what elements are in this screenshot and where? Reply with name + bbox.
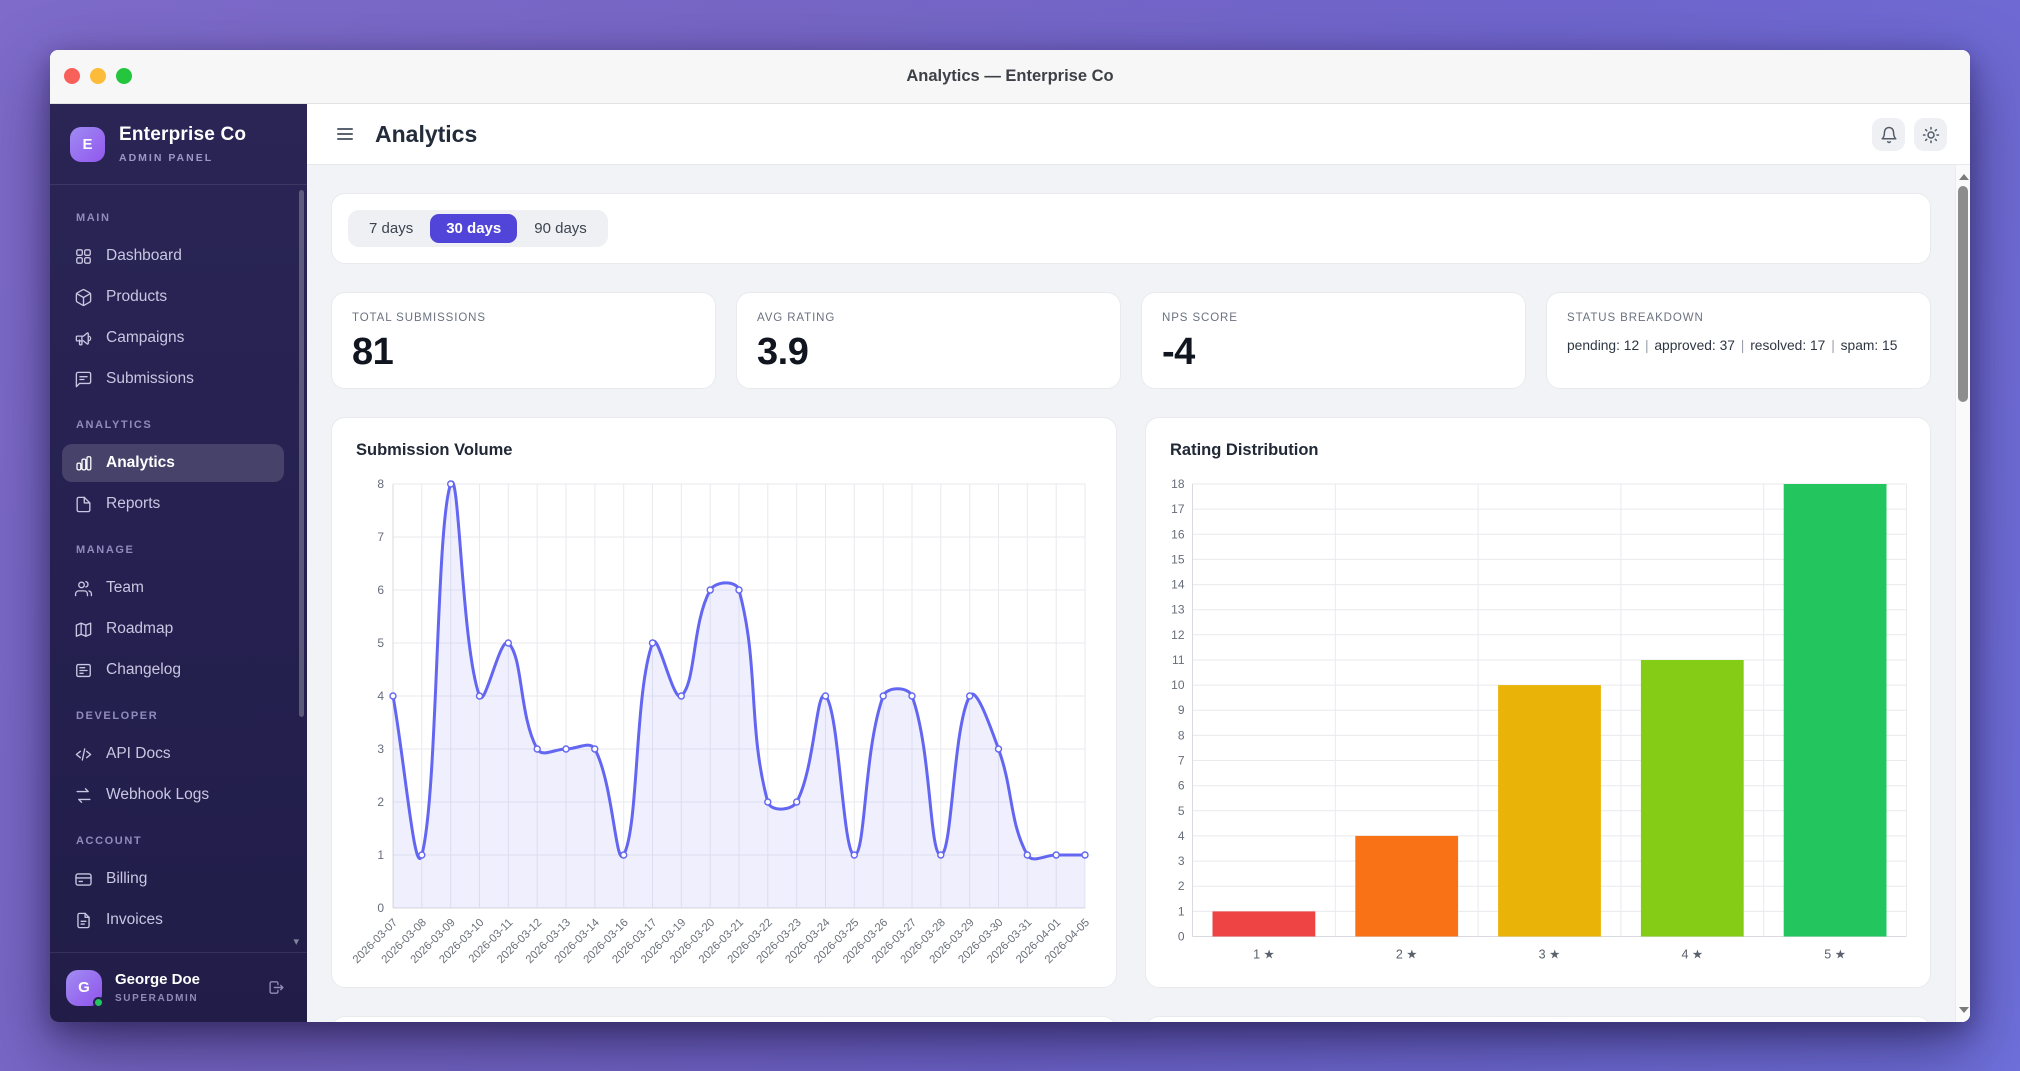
svg-text:10: 10 <box>1171 678 1185 692</box>
svg-text:1: 1 <box>377 848 384 862</box>
svg-text:8: 8 <box>377 477 384 491</box>
svg-text:5: 5 <box>1178 804 1185 818</box>
svg-text:3: 3 <box>377 742 384 756</box>
svg-text:4: 4 <box>1178 829 1185 843</box>
svg-text:5: 5 <box>377 636 384 650</box>
svg-text:2: 2 <box>377 795 384 809</box>
svg-text:3: 3 <box>1178 854 1185 868</box>
svg-text:4 ★: 4 ★ <box>1681 948 1703 962</box>
svg-text:14: 14 <box>1171 578 1185 592</box>
svg-text:12: 12 <box>1171 628 1185 642</box>
svg-text:16: 16 <box>1171 527 1185 541</box>
svg-text:1 ★: 1 ★ <box>1253 948 1275 962</box>
svg-text:0: 0 <box>377 901 384 915</box>
svg-text:15: 15 <box>1171 552 1185 566</box>
svg-text:13: 13 <box>1171 603 1185 617</box>
svg-text:6: 6 <box>377 583 384 597</box>
svg-text:7: 7 <box>377 530 384 544</box>
svg-text:1: 1 <box>1178 904 1185 918</box>
svg-text:0: 0 <box>1178 930 1185 944</box>
svg-text:9: 9 <box>1178 703 1185 717</box>
svg-text:8: 8 <box>1178 728 1185 742</box>
svg-text:11: 11 <box>1172 653 1185 667</box>
svg-text:18: 18 <box>1171 477 1185 491</box>
svg-text:4: 4 <box>377 689 384 703</box>
svg-text:17: 17 <box>1171 502 1185 516</box>
svg-text:2 ★: 2 ★ <box>1396 948 1418 962</box>
svg-text:3 ★: 3 ★ <box>1539 948 1561 962</box>
svg-text:5 ★: 5 ★ <box>1824 948 1846 962</box>
svg-text:2: 2 <box>1178 879 1185 893</box>
svg-text:7: 7 <box>1178 754 1185 768</box>
svg-text:6: 6 <box>1178 779 1185 793</box>
